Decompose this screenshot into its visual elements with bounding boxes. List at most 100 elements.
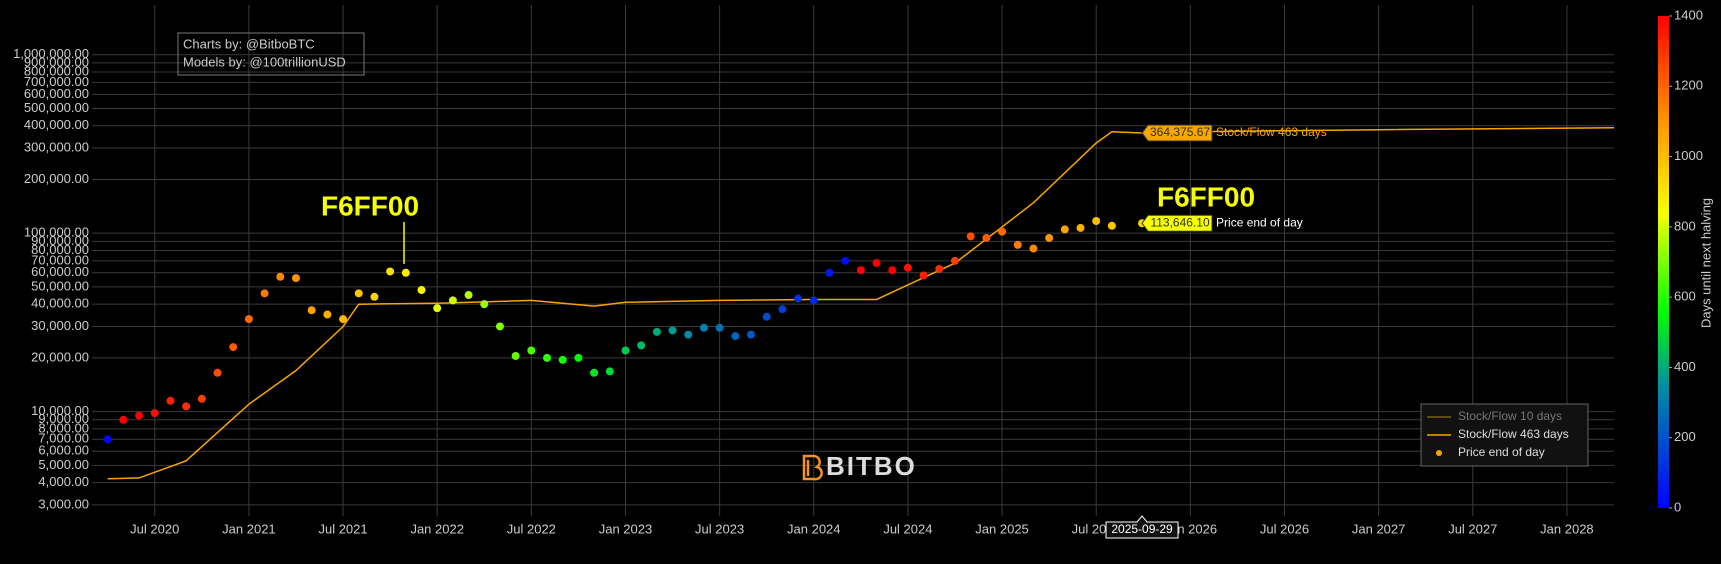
price-point bbox=[417, 286, 426, 295]
y-tick-label: 30,000.00 bbox=[31, 318, 89, 333]
x-tick-label: Jan 2023 bbox=[599, 521, 653, 536]
colorbar-tick-label: 400 bbox=[1674, 359, 1696, 374]
price-point bbox=[621, 346, 630, 355]
logo-text: BITBO bbox=[826, 451, 917, 481]
price-point bbox=[668, 326, 677, 335]
price-point bbox=[825, 268, 834, 277]
colorbar-tick-label: 0 bbox=[1674, 499, 1681, 514]
y-tick-label: 400,000.00 bbox=[24, 117, 89, 132]
colorbar-tick-label: 1000 bbox=[1674, 148, 1703, 163]
plot bbox=[103, 126, 1615, 480]
y-tick-label: 8,000.00 bbox=[38, 420, 89, 435]
x-tick-label: Jul 2023 bbox=[695, 521, 744, 536]
price-point bbox=[919, 271, 928, 280]
price-point bbox=[119, 415, 128, 424]
price-point bbox=[354, 289, 363, 298]
y-tick-label: 200,000.00 bbox=[24, 171, 89, 186]
hover-date: 2025-09-29 bbox=[1111, 522, 1173, 536]
colorbar-title: Days until next halving bbox=[1698, 198, 1713, 328]
price-point bbox=[715, 323, 724, 332]
x-tick-label: Jan 2025 bbox=[975, 521, 1029, 536]
price-point bbox=[511, 351, 520, 360]
colorbar-tick-label: 200 bbox=[1674, 429, 1696, 444]
price-point bbox=[213, 368, 222, 377]
x-tick-label: Jan 2021 bbox=[222, 521, 276, 536]
colorbar-tick-label: 600 bbox=[1674, 289, 1696, 304]
hover-value: 364,375.67 bbox=[1150, 125, 1210, 139]
hover-name: Stock/Flow 463 days bbox=[1216, 125, 1327, 139]
grid: 3,000.00 4,000.00 5,000.006,000.007,000.00… bbox=[13, 5, 1614, 536]
y-tick-label: 900,000.00 bbox=[24, 54, 89, 69]
y-tick-label: 600,000.00 bbox=[24, 86, 89, 101]
legend-label: Stock/Flow 10 days bbox=[1458, 409, 1562, 423]
price-point bbox=[135, 411, 144, 420]
price-point bbox=[401, 268, 410, 277]
price-point bbox=[872, 259, 881, 268]
price-point bbox=[747, 330, 756, 339]
x-tick-label: Jan 2022 bbox=[410, 521, 464, 536]
price-point bbox=[182, 402, 191, 411]
logo-icon bbox=[802, 454, 823, 481]
hover-date-box bbox=[1105, 515, 1179, 539]
price-point bbox=[841, 256, 850, 265]
y-tick-label: 5,000.00 bbox=[38, 457, 89, 472]
colorbar-tick-label: 1400 bbox=[1674, 7, 1703, 22]
price-point bbox=[1107, 221, 1116, 230]
x-tick-label: Jul 2027 bbox=[1448, 521, 1497, 536]
price-point bbox=[103, 435, 112, 444]
price-point bbox=[307, 306, 316, 315]
overlay: Charts by: @BitboBTC Models by: @100tril… bbox=[177, 7, 1713, 539]
price-point bbox=[1060, 225, 1069, 234]
price-point bbox=[590, 368, 599, 377]
price-point bbox=[762, 312, 771, 321]
price-point bbox=[291, 274, 300, 283]
x-tick-label: Jul 2024 bbox=[883, 521, 932, 536]
price-point bbox=[166, 396, 175, 405]
y-tick-label: 3,000.00 bbox=[38, 496, 89, 511]
price-point bbox=[856, 266, 865, 275]
price-point bbox=[982, 233, 991, 242]
x-tick-label: Jan 2028 bbox=[1540, 521, 1594, 536]
y-tick-label: 70,000.00 bbox=[31, 252, 89, 267]
price-point bbox=[323, 310, 332, 319]
y-tick-label: 60,000.00 bbox=[31, 264, 89, 279]
price-point bbox=[543, 353, 552, 362]
price-point bbox=[998, 227, 1007, 236]
credits-line: Models by: @100trillionUSD bbox=[183, 54, 346, 69]
sf-line bbox=[107, 126, 1615, 480]
hover-box bbox=[1141, 214, 1213, 232]
price-point bbox=[495, 322, 504, 331]
price-point bbox=[558, 355, 567, 364]
y-tick-label: 800,000.00 bbox=[24, 63, 89, 78]
price-point bbox=[1013, 240, 1022, 249]
x-tick-label: Jul 2021 bbox=[318, 521, 367, 536]
y-tick-label: 40,000.00 bbox=[31, 296, 89, 311]
annotation: F6FF00 bbox=[1157, 181, 1255, 212]
legend-label: Stock/Flow 463 days bbox=[1458, 427, 1569, 441]
price-point bbox=[276, 272, 285, 281]
price-point bbox=[809, 296, 818, 305]
y-tick-label: 50,000.00 bbox=[31, 278, 89, 293]
x-tick-label: Jul 2022 bbox=[507, 521, 556, 536]
price-point bbox=[574, 353, 583, 362]
price-point bbox=[903, 263, 912, 272]
price-point bbox=[260, 289, 269, 298]
price-point bbox=[339, 315, 348, 324]
y-tick-label: 300,000.00 bbox=[24, 139, 89, 154]
price-point bbox=[731, 332, 740, 341]
colorbar-tick-label: 800 bbox=[1674, 218, 1696, 233]
y-tick-label: 9,000.00 bbox=[38, 411, 89, 426]
price-point bbox=[370, 292, 379, 301]
annotation: F6FF00 bbox=[321, 190, 419, 221]
y-tick-label: 90,000.00 bbox=[31, 233, 89, 248]
price-point bbox=[464, 291, 473, 300]
hover-box bbox=[1141, 124, 1213, 142]
colorbar-tick-label: 1200 bbox=[1674, 78, 1703, 93]
price-point bbox=[150, 409, 159, 418]
y-tick-label: 500,000.00 bbox=[24, 100, 89, 115]
colorbar bbox=[1658, 16, 1669, 508]
price-point bbox=[605, 367, 614, 376]
y-tick-label: 20,000.00 bbox=[31, 349, 89, 364]
